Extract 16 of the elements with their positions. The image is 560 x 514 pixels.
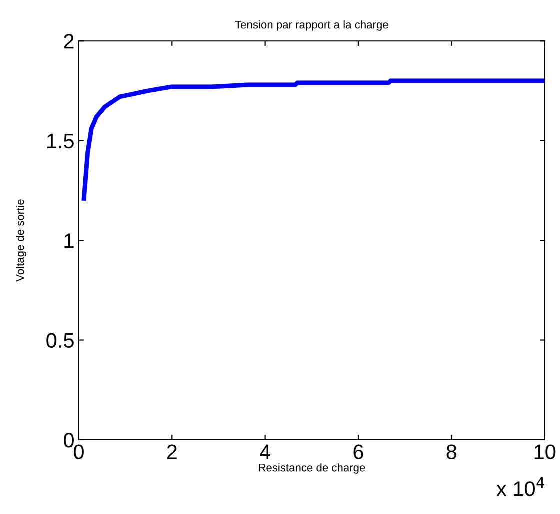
x-tick-label: 10 [534,444,556,460]
y-tick-label: 1 [64,234,74,248]
x-tick-label: 4 [260,444,271,460]
chart-title: Tension par rapport a la charge [235,20,388,31]
y-tick-label: 0.5 [46,333,74,348]
y-tick-label: 2 [64,34,74,49]
text: x 10$^{4}$ [496,478,544,496]
y-tick-label: 0 [64,432,74,448]
line-series [82,78,545,201]
x-tick-label: 0 [74,444,84,460]
y-tick-label: 1.5 [47,134,74,149]
x-tick-label: 2 [167,444,177,460]
y-axis-title: Voltage de sortie [16,200,26,282]
x-tick-label: 8 [446,444,457,460]
x-axis-title: Resistance de charge [259,464,366,474]
x-tick-label: 6 [354,444,364,460]
